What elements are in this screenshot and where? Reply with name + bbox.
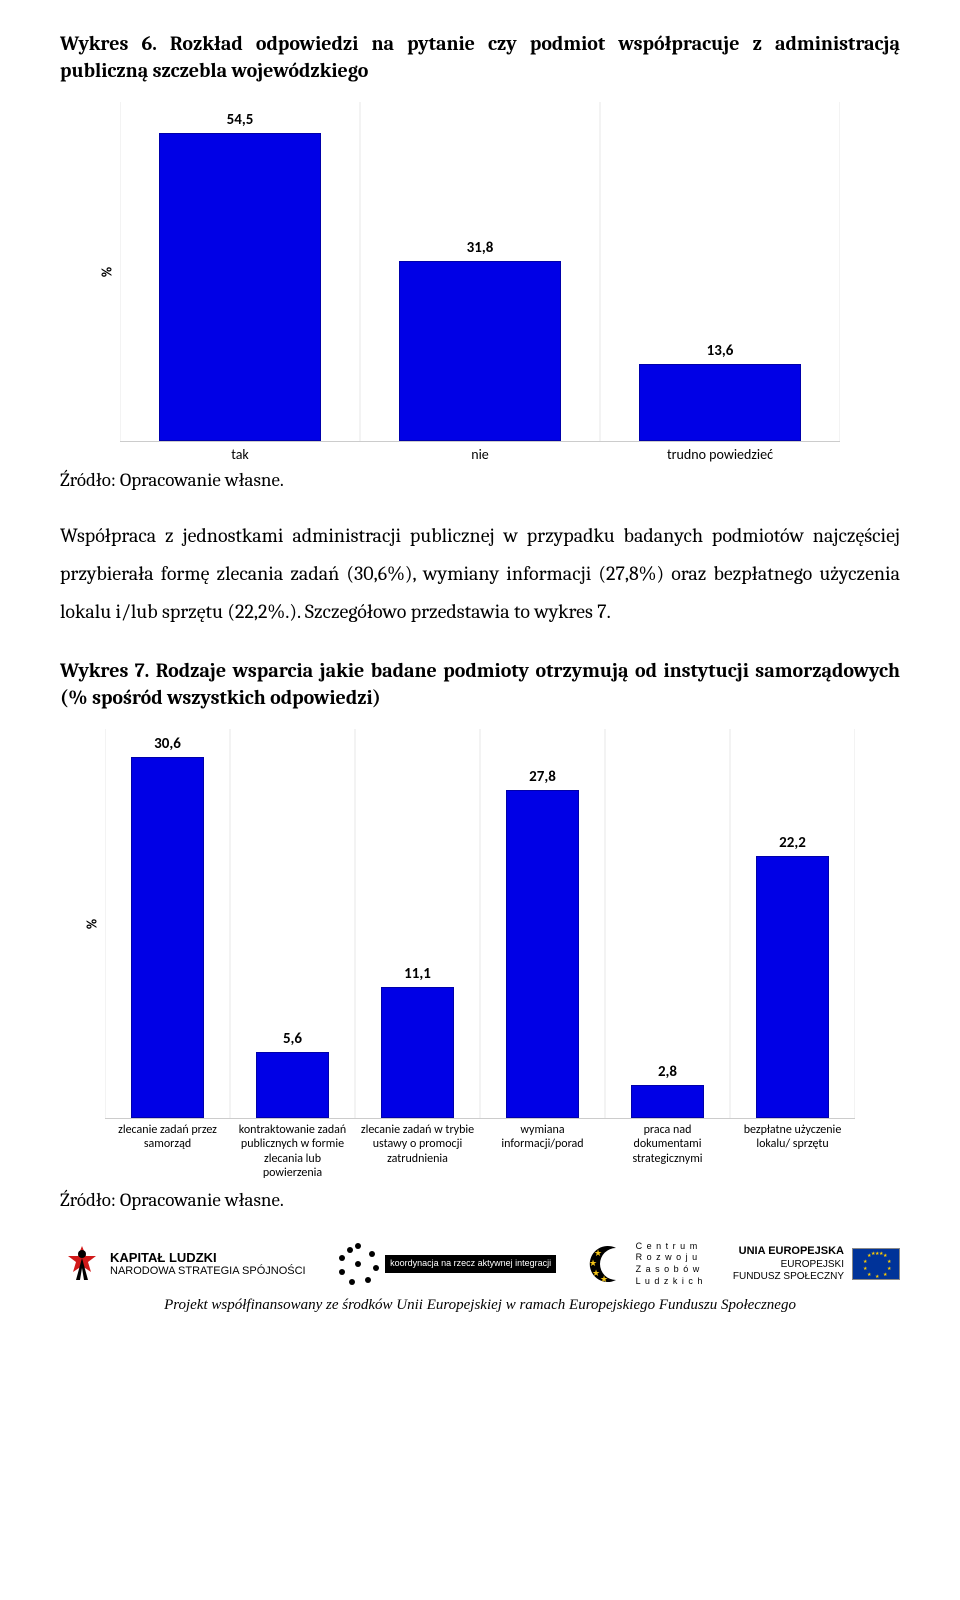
xaxis-label: trudno powiedzieć bbox=[600, 442, 840, 463]
chart6: % 54,531,813,6 taknietrudno powiedzieć bbox=[120, 102, 840, 463]
bar-value-label: 22,2 bbox=[779, 834, 806, 852]
eu-logo: UNIA EUROPEJSKA EUROPEJSKI FUNDUSZ SPOŁE… bbox=[733, 1245, 900, 1282]
bar-rect bbox=[399, 261, 561, 441]
bar-rect bbox=[631, 1085, 705, 1118]
xaxis-label: zlecanie zadań w trybie ustawy o promocj… bbox=[355, 1119, 480, 1181]
xaxis-label: praca nad dokumentami strategicznymi bbox=[605, 1119, 730, 1181]
svg-text:★: ★ bbox=[887, 1259, 892, 1265]
bar-slot: 2,8 bbox=[605, 729, 730, 1118]
chart7-title: Wykres 7. Rodzaje wsparcia jakie badane … bbox=[60, 657, 900, 711]
crescent-stars-icon: ★ ★ ★ ★ bbox=[586, 1242, 630, 1286]
svg-text:★: ★ bbox=[875, 1274, 880, 1280]
chart7: % 30,65,611,127,82,822,2 zlecanie zadań … bbox=[105, 729, 855, 1181]
crzl-text: C e n t r u m R o z w o j u Z a s o b ó … bbox=[636, 1241, 704, 1288]
bar-rect bbox=[506, 790, 580, 1118]
bar-rect bbox=[159, 133, 321, 441]
xaxis-label: zlecanie zadań przez samorząd bbox=[105, 1119, 230, 1181]
bar-value-label: 13,6 bbox=[707, 342, 734, 360]
svg-text:★: ★ bbox=[863, 1259, 868, 1265]
human-star-icon bbox=[60, 1242, 104, 1286]
eu-l1: UNIA EUROPEJSKA bbox=[733, 1245, 844, 1258]
body-paragraph: Współpraca z jednostkami administracji p… bbox=[60, 517, 900, 631]
chart7-ylabel: % bbox=[84, 919, 101, 929]
svg-text:★: ★ bbox=[871, 1251, 876, 1257]
svg-text:★: ★ bbox=[883, 1272, 888, 1278]
bar-slot: 31,8 bbox=[360, 102, 600, 441]
svg-text:★: ★ bbox=[592, 1269, 600, 1279]
chart7-source: Źródło: Opracowanie własne. bbox=[60, 1189, 900, 1211]
chart6-title: Wykres 6. Rozkład odpowiedzi na pytanie … bbox=[60, 30, 900, 84]
bar-value-label: 2,8 bbox=[658, 1063, 677, 1081]
koordynacja-text: koordynacja na rzecz aktywnej integracji bbox=[385, 1255, 556, 1273]
bar-rect bbox=[131, 757, 205, 1118]
chart6-ylabel: % bbox=[99, 267, 116, 277]
dots-icon bbox=[335, 1241, 381, 1287]
svg-text:★: ★ bbox=[589, 1259, 597, 1269]
svg-text:★: ★ bbox=[867, 1272, 872, 1278]
svg-text:★: ★ bbox=[600, 1275, 608, 1285]
svg-text:★: ★ bbox=[594, 1249, 602, 1259]
bar-rect bbox=[381, 987, 455, 1118]
kapital-ludzki-logo: KAPITAŁ LUDZKI NARODOWA STRATEGIA SPÓJNO… bbox=[60, 1242, 306, 1286]
kapital-title: KAPITAŁ LUDZKI bbox=[110, 1251, 306, 1265]
bar-value-label: 11,1 bbox=[404, 965, 431, 983]
bar-rect bbox=[756, 856, 830, 1118]
footer-logos: KAPITAŁ LUDZKI NARODOWA STRATEGIA SPÓJNO… bbox=[60, 1241, 900, 1288]
svg-text:★: ★ bbox=[887, 1266, 892, 1272]
eu-flag-icon: ★★ ★★ ★★ ★★ ★★ ★★ bbox=[852, 1248, 900, 1280]
bar-slot: 30,6 bbox=[105, 729, 230, 1118]
chart6-source: Źródło: Opracowanie własne. bbox=[60, 469, 900, 491]
xaxis-label: wymiana informacji/porad bbox=[480, 1119, 605, 1181]
xaxis-label: nie bbox=[360, 442, 600, 463]
bar-slot: 54,5 bbox=[120, 102, 360, 441]
svg-text:★: ★ bbox=[863, 1266, 868, 1272]
bar-value-label: 5,6 bbox=[283, 1030, 302, 1048]
bar-rect bbox=[639, 364, 801, 441]
bar-slot: 22,2 bbox=[730, 729, 855, 1118]
bar-slot: 13,6 bbox=[600, 102, 840, 441]
eu-l3: FUNDUSZ SPOŁECZNY bbox=[733, 1271, 844, 1283]
svg-text:★: ★ bbox=[879, 1251, 884, 1257]
xaxis-label: bezpłatne użyczenie lokalu/ sprzętu bbox=[730, 1119, 855, 1181]
koordynacja-logo: koordynacja na rzecz aktywnej integracji bbox=[335, 1241, 556, 1287]
bar-value-label: 31,8 bbox=[467, 239, 494, 257]
xaxis-label: kontraktowanie zadań publicznych w formi… bbox=[230, 1119, 355, 1181]
bar-value-label: 30,6 bbox=[154, 735, 181, 753]
crzl-logo: ★ ★ ★ ★ C e n t r u m R o z w o j u Z a … bbox=[586, 1241, 704, 1288]
kapital-subtitle: NARODOWA STRATEGIA SPÓJNOŚCI bbox=[110, 1265, 306, 1277]
xaxis-label: tak bbox=[120, 442, 360, 463]
bar-slot: 11,1 bbox=[355, 729, 480, 1118]
bar-value-label: 54,5 bbox=[227, 111, 254, 129]
bar-slot: 27,8 bbox=[480, 729, 605, 1118]
bar-value-label: 27,8 bbox=[529, 768, 556, 786]
bar-rect bbox=[256, 1052, 330, 1118]
footer-caption: Projekt współfinansowany ze środków Unii… bbox=[60, 1297, 900, 1314]
eu-l2: EUROPEJSKI bbox=[733, 1259, 844, 1271]
bar-slot: 5,6 bbox=[230, 729, 355, 1118]
